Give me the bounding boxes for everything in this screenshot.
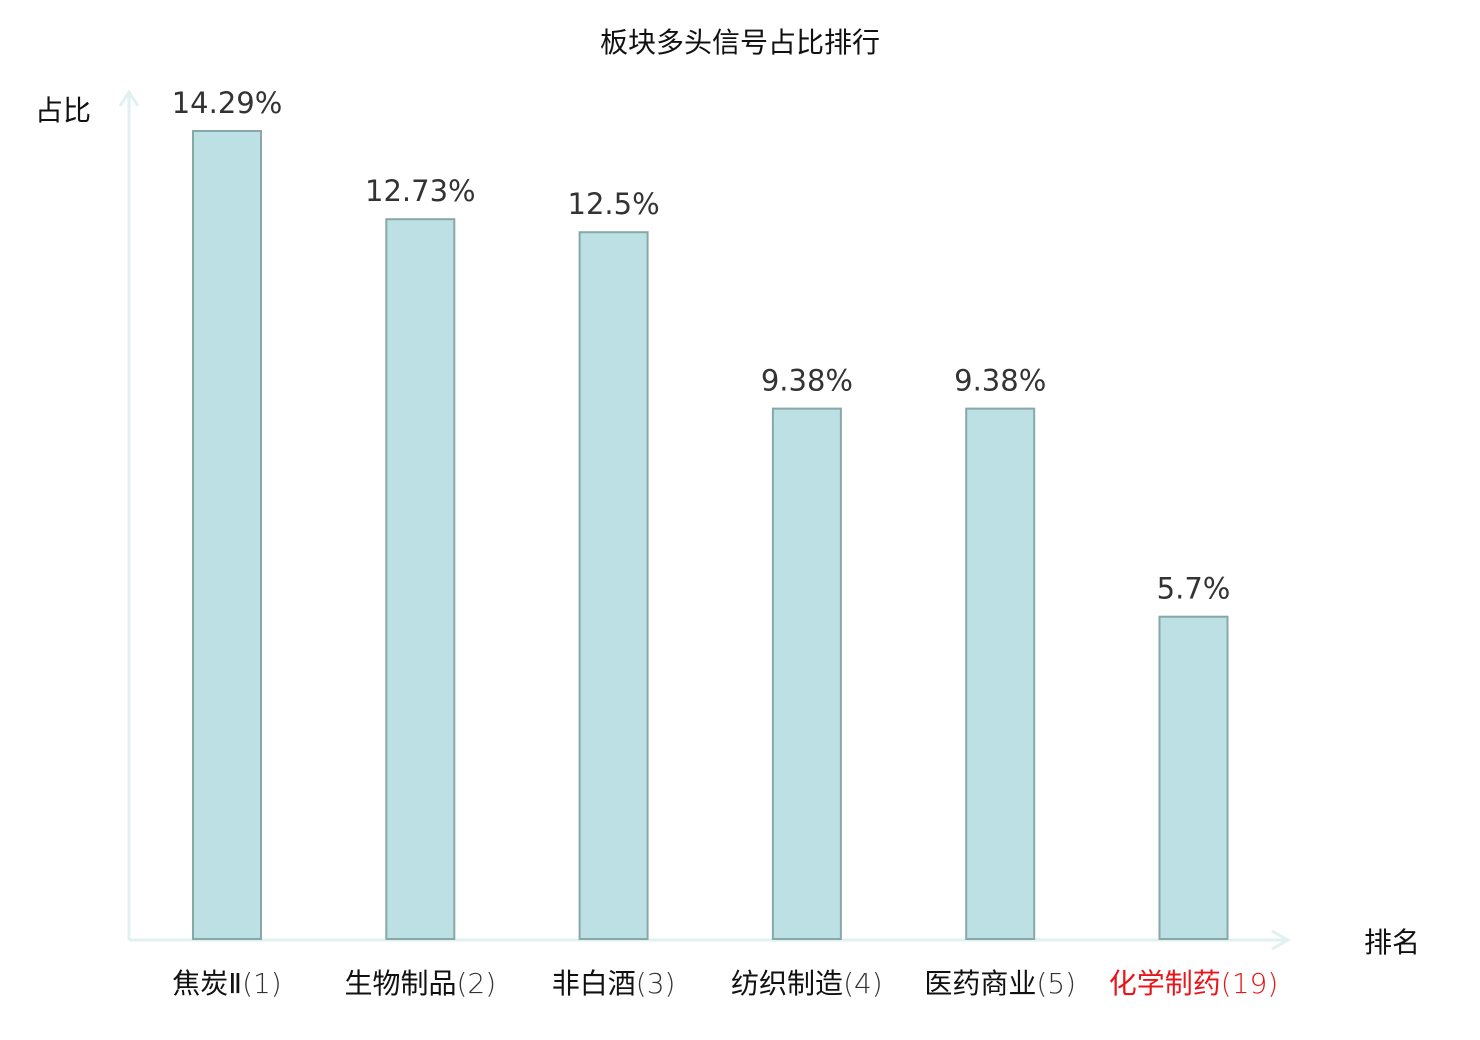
category-rank: (2): [456, 967, 496, 1000]
bar: [385, 218, 456, 940]
chart-title: 板块多头信号占比排行: [600, 26, 880, 59]
category-rank: (4): [843, 967, 883, 1000]
bar-value-label: 9.38%: [954, 364, 1046, 398]
y-axis-label: 占比: [35, 94, 91, 127]
y-axis-arrow-icon: [118, 89, 140, 107]
category-rank: (19): [1221, 967, 1278, 1000]
x-axis: [129, 929, 1292, 951]
category-name: 纺织制造: [731, 967, 843, 1000]
x-tick-label: 纺织制造(4): [731, 967, 883, 1000]
bar: [965, 407, 1036, 941]
y-axis: [118, 89, 140, 940]
category-rank: (3): [636, 967, 676, 1000]
bar: [192, 130, 262, 940]
x-tick-label: 化学制药(19): [1109, 967, 1279, 1000]
x-tick-label: 非白酒(3): [552, 967, 676, 1000]
bar: [578, 231, 649, 940]
category-name: 医药商业: [924, 967, 1036, 1000]
x-tick-label: 焦炭Ⅱ(1): [172, 967, 281, 1000]
x-tick-label: 医药商业(5): [924, 967, 1076, 1000]
bar-value-label: 5.7%: [1157, 572, 1231, 606]
x-tick-label: 生物制品(2): [344, 967, 496, 1000]
bar-value-label: 14.29%: [172, 86, 283, 120]
bar-value-label: 12.5%: [568, 187, 660, 221]
category-rank: (1): [242, 967, 282, 1000]
bar-value-label: 12.73%: [365, 174, 476, 208]
category-name: 生物制品: [344, 967, 456, 1000]
x-axis-label: 排名: [1364, 926, 1420, 959]
bar: [1158, 615, 1229, 941]
category-rank: (5): [1036, 967, 1076, 1000]
category-name: 化学制药: [1109, 967, 1221, 1000]
category-name: 焦炭Ⅱ: [172, 967, 242, 1000]
x-axis-arrow-icon: [1271, 929, 1292, 951]
bar-value-label: 9.38%: [761, 364, 853, 398]
bar: [771, 407, 842, 941]
category-name: 非白酒: [552, 967, 636, 1000]
